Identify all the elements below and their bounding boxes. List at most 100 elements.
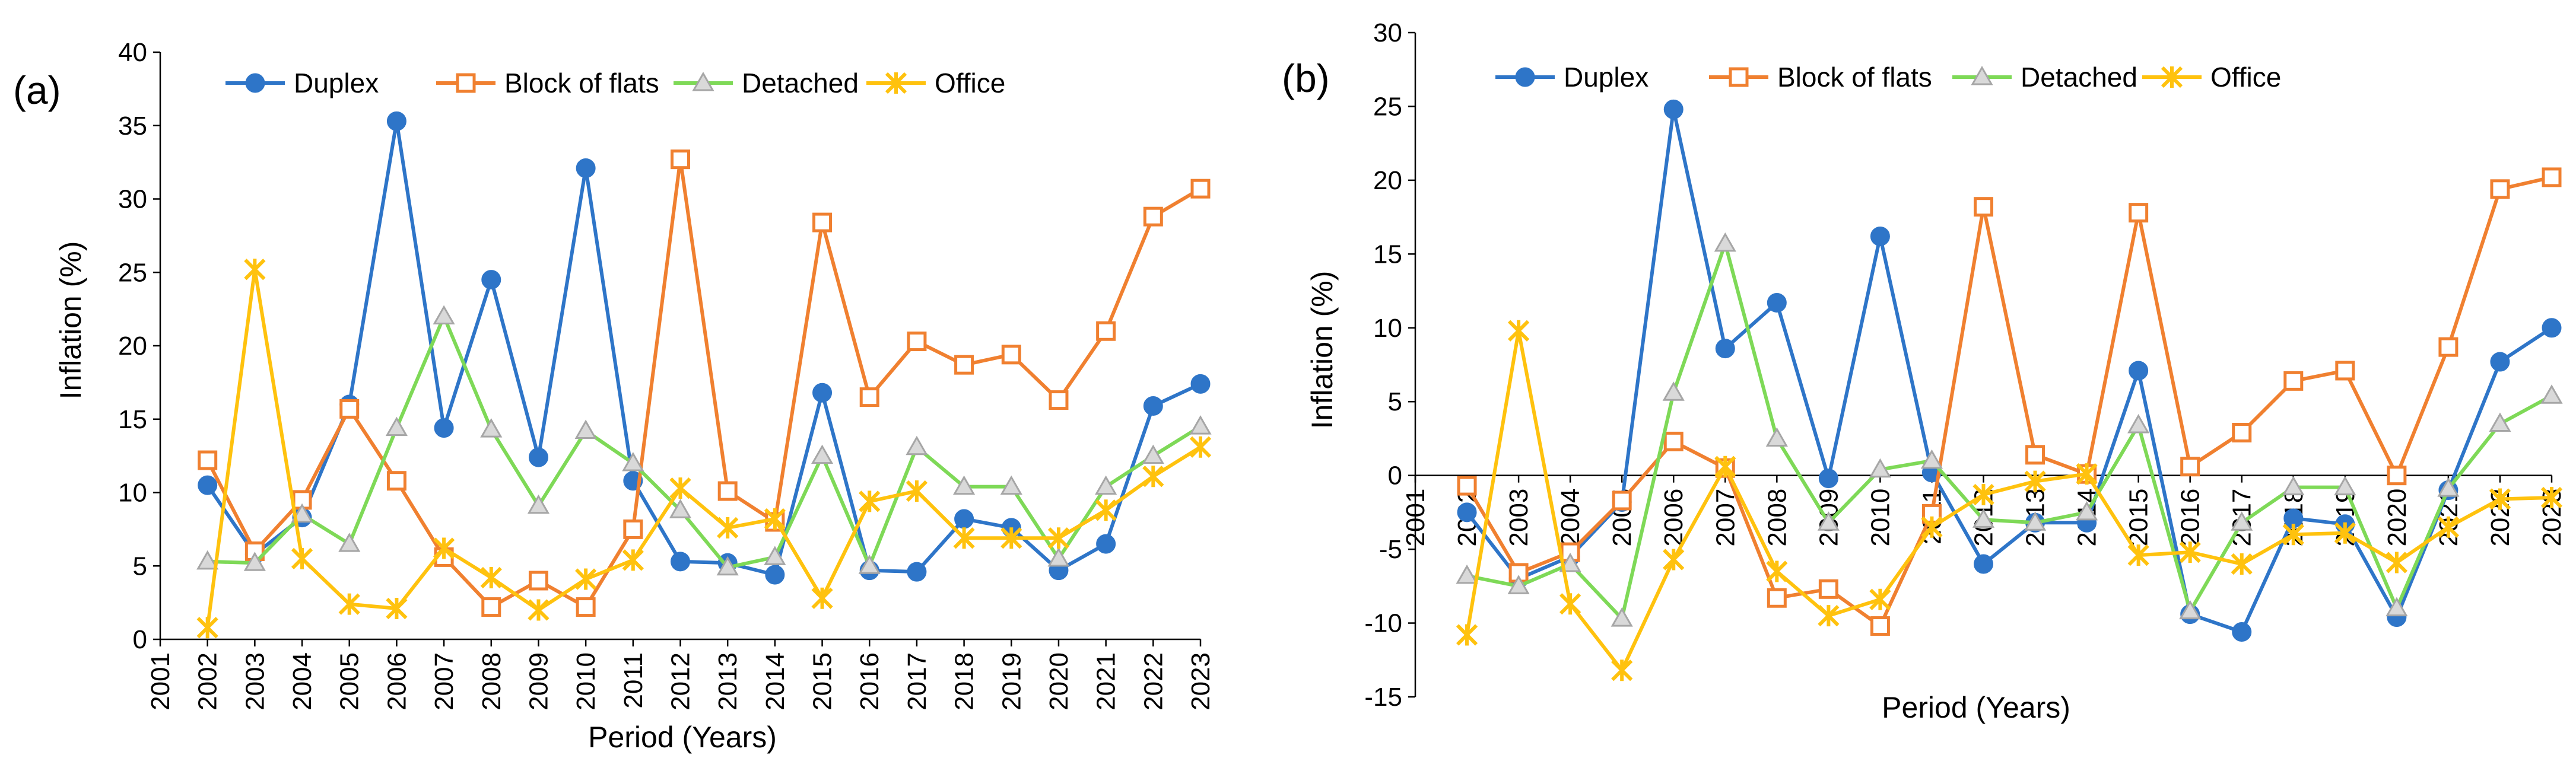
x-tick-label: 2014 [761,652,790,711]
data-point-office [2489,488,2511,510]
data-point-duplex [481,270,501,290]
x-tick-label: 2012 [666,652,695,711]
legend-marker [2161,66,2183,88]
data-point-duplex [954,509,974,529]
y-ticks-b: -15 -10 -5 0 5 10 15 20 25 30 [1364,18,1415,712]
x-tick-label: 2017 [903,652,932,711]
legend-label: Duplex [294,68,379,98]
data-point-office [1047,527,1070,549]
data-point-office [1507,320,1530,342]
data-point-block-of-flats [1818,579,1838,599]
data-point-office [1189,436,1212,458]
data-point-block-of-flats [1974,197,1993,217]
data-point-office [2127,544,2149,566]
data-point-duplex [1143,396,1163,416]
data-point-office [1818,604,1840,627]
data-point-block-of-flats [2542,167,2562,187]
data-point-block-of-flats [198,450,218,470]
legend-item-detached: Detached [1952,62,2137,93]
x-tick-label: 2018 [950,652,979,711]
legend-item-duplex: Duplex [1495,62,1648,93]
data-point-duplex [1190,374,1211,394]
data-point-detached [1817,511,1840,531]
data-point-block-of-flats [671,149,690,170]
data-point-office [717,517,739,539]
data-point-detached [2024,511,2047,531]
legend-marker [885,72,907,94]
x-tick-label: 2023 [1186,652,1215,711]
x-tick-label: 2022 [1139,652,1168,711]
x-ticks-a: 2001 2002 2003 2004 2005 2006 2007 2008 2009 2010… [146,639,1215,711]
data-point-block-of-flats [1870,616,1890,636]
data-point-office [1456,624,1478,646]
x-tick-label: 2003 [240,652,269,711]
data-point-block-of-flats [954,355,974,375]
legend-label: Detached [742,68,859,98]
data-point-detached [291,503,313,523]
data-point-detached [2334,476,2356,496]
x-tick-label: 2004 [1556,489,1585,547]
x-tick-label: 2005 [335,652,364,711]
data-point-office [1142,466,1164,488]
data-point-office [622,549,644,571]
data-point-detached [2489,412,2511,432]
series-b [1456,99,2563,681]
data-point-block-of-flats [859,387,879,407]
data-point-detached [622,451,644,471]
data-point-detached [1456,564,1478,584]
x-tick-label: 2006 [382,652,411,711]
x-tick-label: 2020 [1044,652,1073,711]
data-point-block-of-flats [2335,361,2355,381]
y-tick-label: 15 [118,405,147,434]
x-tick-label: 2010 [571,652,601,711]
data-point-duplex [907,562,927,582]
data-point-block-of-flats [481,597,501,617]
x-tick-label: 2007 [1711,489,1740,547]
data-point-detached [1189,415,1212,435]
data-point-office [1766,560,1788,582]
data-point-office [811,587,833,609]
data-point-office [2076,463,2098,485]
y-tick-label: 40 [118,38,147,67]
data-point-detached [858,555,881,574]
data-point-detached [1662,381,1685,401]
x-tick-label: 2015 [808,652,837,711]
y-tick-label: 15 [1373,240,1402,269]
axes-b [1414,33,2552,697]
data-point-office [669,477,691,499]
data-point-office [2540,486,2563,509]
x-tick-label: 2020 [2383,489,2412,547]
x-tick-label: 2016 [855,652,884,711]
data-point-duplex [1818,469,1838,489]
x-ticks-b: 2001200220032004200520062007200820092010… [1401,475,2567,547]
data-point-office [953,527,975,549]
x-tick-label: 2008 [477,652,506,711]
x-axis-title-b: Period (Years) [1882,691,2070,724]
legend-item-office: Office [866,68,1005,98]
data-point-office [1714,455,1736,477]
data-point-office [1869,588,1891,610]
y-tick-label: -15 [1364,683,1402,712]
x-tick-label: 2007 [430,652,459,711]
series-line-duplex [1465,107,2553,634]
data-point-detached [196,550,219,570]
data-point-duplex [1974,554,1993,574]
legend-item-duplex: Duplex [225,68,379,98]
y-tick-label: 10 [118,479,147,508]
data-point-office [433,537,455,559]
data-point-duplex [812,383,833,403]
data-point-block-of-flats [528,571,548,591]
data-point-block-of-flats [812,212,833,232]
data-point-duplex [2129,361,2149,381]
data-point-block-of-flats [1096,321,1116,341]
data-point-office [906,480,928,502]
x-tick-label: 2003 [1504,489,1533,547]
x-tick-label: 2016 [2176,489,2205,547]
data-point-block-of-flats [1612,490,1632,511]
data-point-detached [527,494,550,514]
y-tick-label: -5 [1379,535,1402,564]
x-tick-label: 2011 [619,652,648,709]
data-point-detached [953,475,976,495]
data-point-duplex [2542,318,2562,338]
